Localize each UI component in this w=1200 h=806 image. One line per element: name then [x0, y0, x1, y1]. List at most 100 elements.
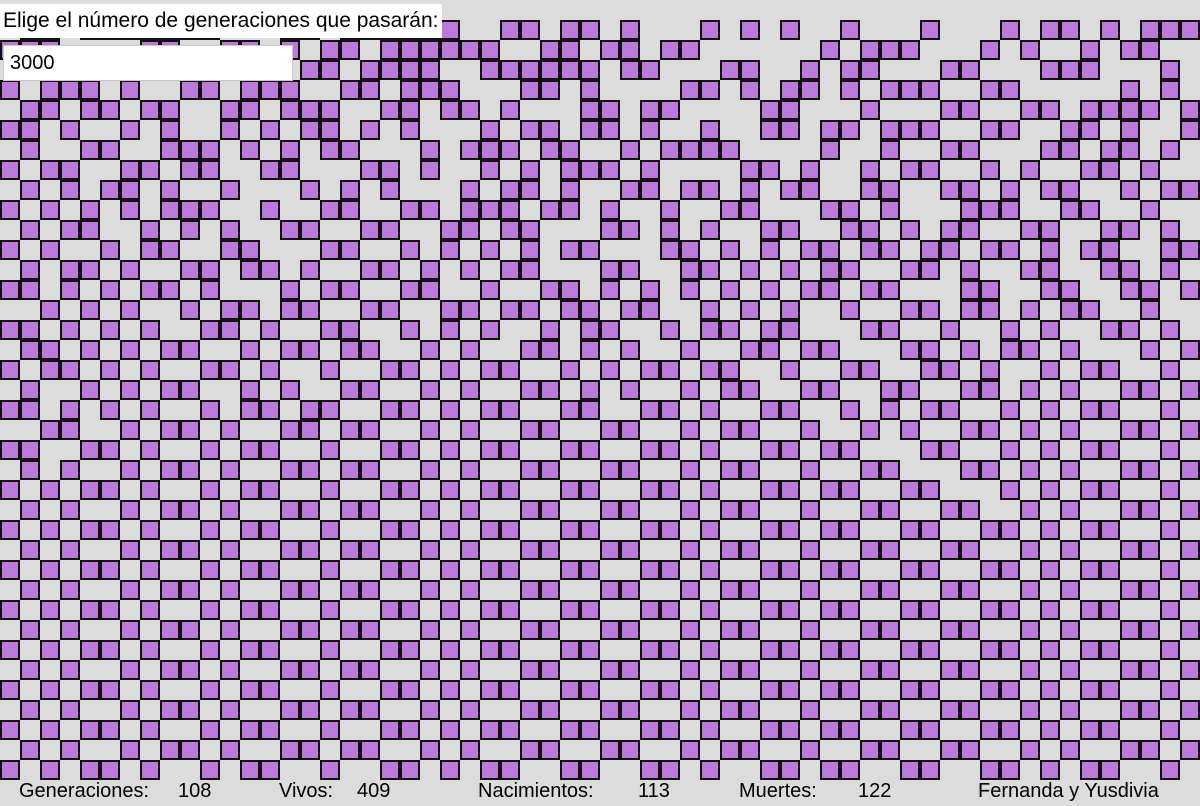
live-cell[interactable]: [40, 720, 60, 740]
live-cell[interactable]: [480, 160, 500, 180]
live-cell[interactable]: [540, 40, 560, 60]
live-cell[interactable]: [420, 460, 440, 480]
live-cell[interactable]: [200, 560, 220, 580]
live-cell[interactable]: [540, 280, 560, 300]
live-cell[interactable]: [740, 420, 760, 440]
live-cell[interactable]: [1080, 200, 1100, 220]
live-cell[interactable]: [20, 620, 40, 640]
live-cell[interactable]: [380, 760, 400, 780]
live-cell[interactable]: [320, 60, 340, 80]
live-cell[interactable]: [160, 420, 180, 440]
live-cell[interactable]: [420, 620, 440, 640]
live-cell[interactable]: [200, 400, 220, 420]
live-cell[interactable]: [600, 580, 620, 600]
live-cell[interactable]: [360, 80, 380, 100]
live-cell[interactable]: [720, 660, 740, 680]
live-cell[interactable]: [1100, 480, 1120, 500]
live-cell[interactable]: [200, 600, 220, 620]
live-cell[interactable]: [460, 140, 480, 160]
live-cell[interactable]: [560, 240, 580, 260]
live-cell[interactable]: [500, 400, 520, 420]
live-cell[interactable]: [860, 60, 880, 80]
live-cell[interactable]: [820, 260, 840, 280]
live-cell[interactable]: [780, 760, 800, 780]
live-cell[interactable]: [500, 20, 520, 40]
live-cell[interactable]: [300, 660, 320, 680]
live-cell[interactable]: [80, 260, 100, 280]
live-cell[interactable]: [220, 120, 240, 140]
live-cell[interactable]: [620, 700, 640, 720]
live-cell[interactable]: [560, 640, 580, 660]
live-cell[interactable]: [320, 40, 340, 60]
live-cell[interactable]: [760, 400, 780, 420]
live-cell[interactable]: [360, 580, 380, 600]
live-cell[interactable]: [120, 340, 140, 360]
live-cell[interactable]: [1160, 560, 1180, 580]
live-cell[interactable]: [600, 120, 620, 140]
live-cell[interactable]: [740, 380, 760, 400]
live-cell[interactable]: [640, 400, 660, 420]
live-cell[interactable]: [520, 700, 540, 720]
live-cell[interactable]: [140, 600, 160, 620]
live-cell[interactable]: [860, 540, 880, 560]
live-cell[interactable]: [980, 240, 1000, 260]
live-cell[interactable]: [200, 160, 220, 180]
live-cell[interactable]: [320, 100, 340, 120]
live-cell[interactable]: [560, 300, 580, 320]
live-cell[interactable]: [400, 760, 420, 780]
live-cell[interactable]: [260, 120, 280, 140]
live-cell[interactable]: [1040, 720, 1060, 740]
live-cell[interactable]: [760, 600, 780, 620]
live-cell[interactable]: [20, 140, 40, 160]
live-cell[interactable]: [260, 360, 280, 380]
live-cell[interactable]: [80, 200, 100, 220]
live-cell[interactable]: [940, 660, 960, 680]
live-cell[interactable]: [600, 620, 620, 640]
live-cell[interactable]: [260, 320, 280, 340]
live-cell[interactable]: [120, 120, 140, 140]
live-cell[interactable]: [520, 500, 540, 520]
live-cell[interactable]: [1100, 560, 1120, 580]
live-cell[interactable]: [700, 600, 720, 620]
live-cell[interactable]: [1080, 720, 1100, 740]
live-cell[interactable]: [660, 760, 680, 780]
live-cell[interactable]: [580, 320, 600, 340]
live-cell[interactable]: [840, 300, 860, 320]
live-cell[interactable]: [880, 120, 900, 140]
live-cell[interactable]: [300, 260, 320, 280]
live-cell[interactable]: [140, 480, 160, 500]
live-cell[interactable]: [180, 500, 200, 520]
live-cell[interactable]: [860, 620, 880, 640]
live-cell[interactable]: [520, 420, 540, 440]
live-cell[interactable]: [460, 540, 480, 560]
live-cell[interactable]: [40, 240, 60, 260]
live-cell[interactable]: [380, 160, 400, 180]
live-cell[interactable]: [280, 740, 300, 760]
live-cell[interactable]: [1120, 700, 1140, 720]
live-cell[interactable]: [360, 260, 380, 280]
live-cell[interactable]: [400, 680, 420, 700]
live-cell[interactable]: [140, 280, 160, 300]
live-cell[interactable]: [800, 580, 820, 600]
live-cell[interactable]: [1000, 560, 1020, 580]
live-cell[interactable]: [540, 140, 560, 160]
live-cell[interactable]: [420, 160, 440, 180]
live-cell[interactable]: [900, 520, 920, 540]
live-cell[interactable]: [460, 620, 480, 640]
live-cell[interactable]: [720, 380, 740, 400]
live-cell[interactable]: [520, 580, 540, 600]
live-cell[interactable]: [580, 600, 600, 620]
live-cell[interactable]: [940, 500, 960, 520]
live-cell[interactable]: [280, 660, 300, 680]
live-cell[interactable]: [120, 660, 140, 680]
live-cell[interactable]: [20, 120, 40, 140]
live-cell[interactable]: [900, 80, 920, 100]
live-cell[interactable]: [140, 320, 160, 340]
live-cell[interactable]: [740, 200, 760, 220]
live-cell[interactable]: [180, 260, 200, 280]
live-cell[interactable]: [1140, 200, 1160, 220]
live-cell[interactable]: [120, 300, 140, 320]
live-cell[interactable]: [780, 560, 800, 580]
live-cell[interactable]: [500, 480, 520, 500]
live-cell[interactable]: [1040, 760, 1060, 780]
